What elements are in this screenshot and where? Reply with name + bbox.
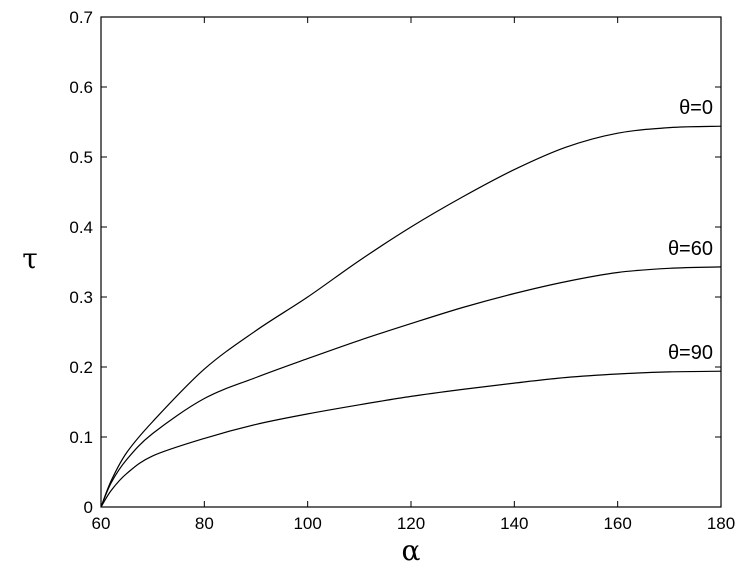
curve-label-group: θ=0 θ=60 θ=90 xyxy=(668,97,713,364)
curve-group xyxy=(100,125,722,508)
x-tick-label: 80 xyxy=(195,514,214,533)
series-line xyxy=(100,125,722,508)
y-tick-label: 0.5 xyxy=(69,148,93,167)
y-tick-label: 0.3 xyxy=(69,288,93,307)
series-label: θ=90 xyxy=(668,342,713,364)
y-tick-label: 0.7 xyxy=(69,8,93,27)
y-axis-label: τ xyxy=(22,242,38,275)
x-tick-label: 180 xyxy=(707,514,735,533)
x-tick-label: 120 xyxy=(397,514,425,533)
y-tick-label: 0.6 xyxy=(69,78,93,97)
series-line xyxy=(100,266,722,508)
plot-area-frame xyxy=(100,16,722,508)
x-tick-label: 100 xyxy=(293,514,321,533)
y-tick-label: 0.2 xyxy=(69,358,93,377)
y-tick-label: 0.4 xyxy=(69,218,93,237)
series-line xyxy=(100,370,722,508)
series-label: θ=0 xyxy=(679,97,713,119)
series-label: θ=60 xyxy=(668,238,713,260)
x-axis-label: α xyxy=(402,534,421,567)
x-tick-label: 140 xyxy=(500,514,528,533)
tick-group: 60 80 100 120 140 160 180 0 0.1 0.2 0.3 0.4 0.5 0.6 0.… xyxy=(69,8,735,533)
x-tick-label: 160 xyxy=(603,514,631,533)
y-tick-label: 0.1 xyxy=(69,428,93,447)
x-tick-label: 60 xyxy=(92,514,111,533)
y-tick-label: 0 xyxy=(84,498,93,517)
